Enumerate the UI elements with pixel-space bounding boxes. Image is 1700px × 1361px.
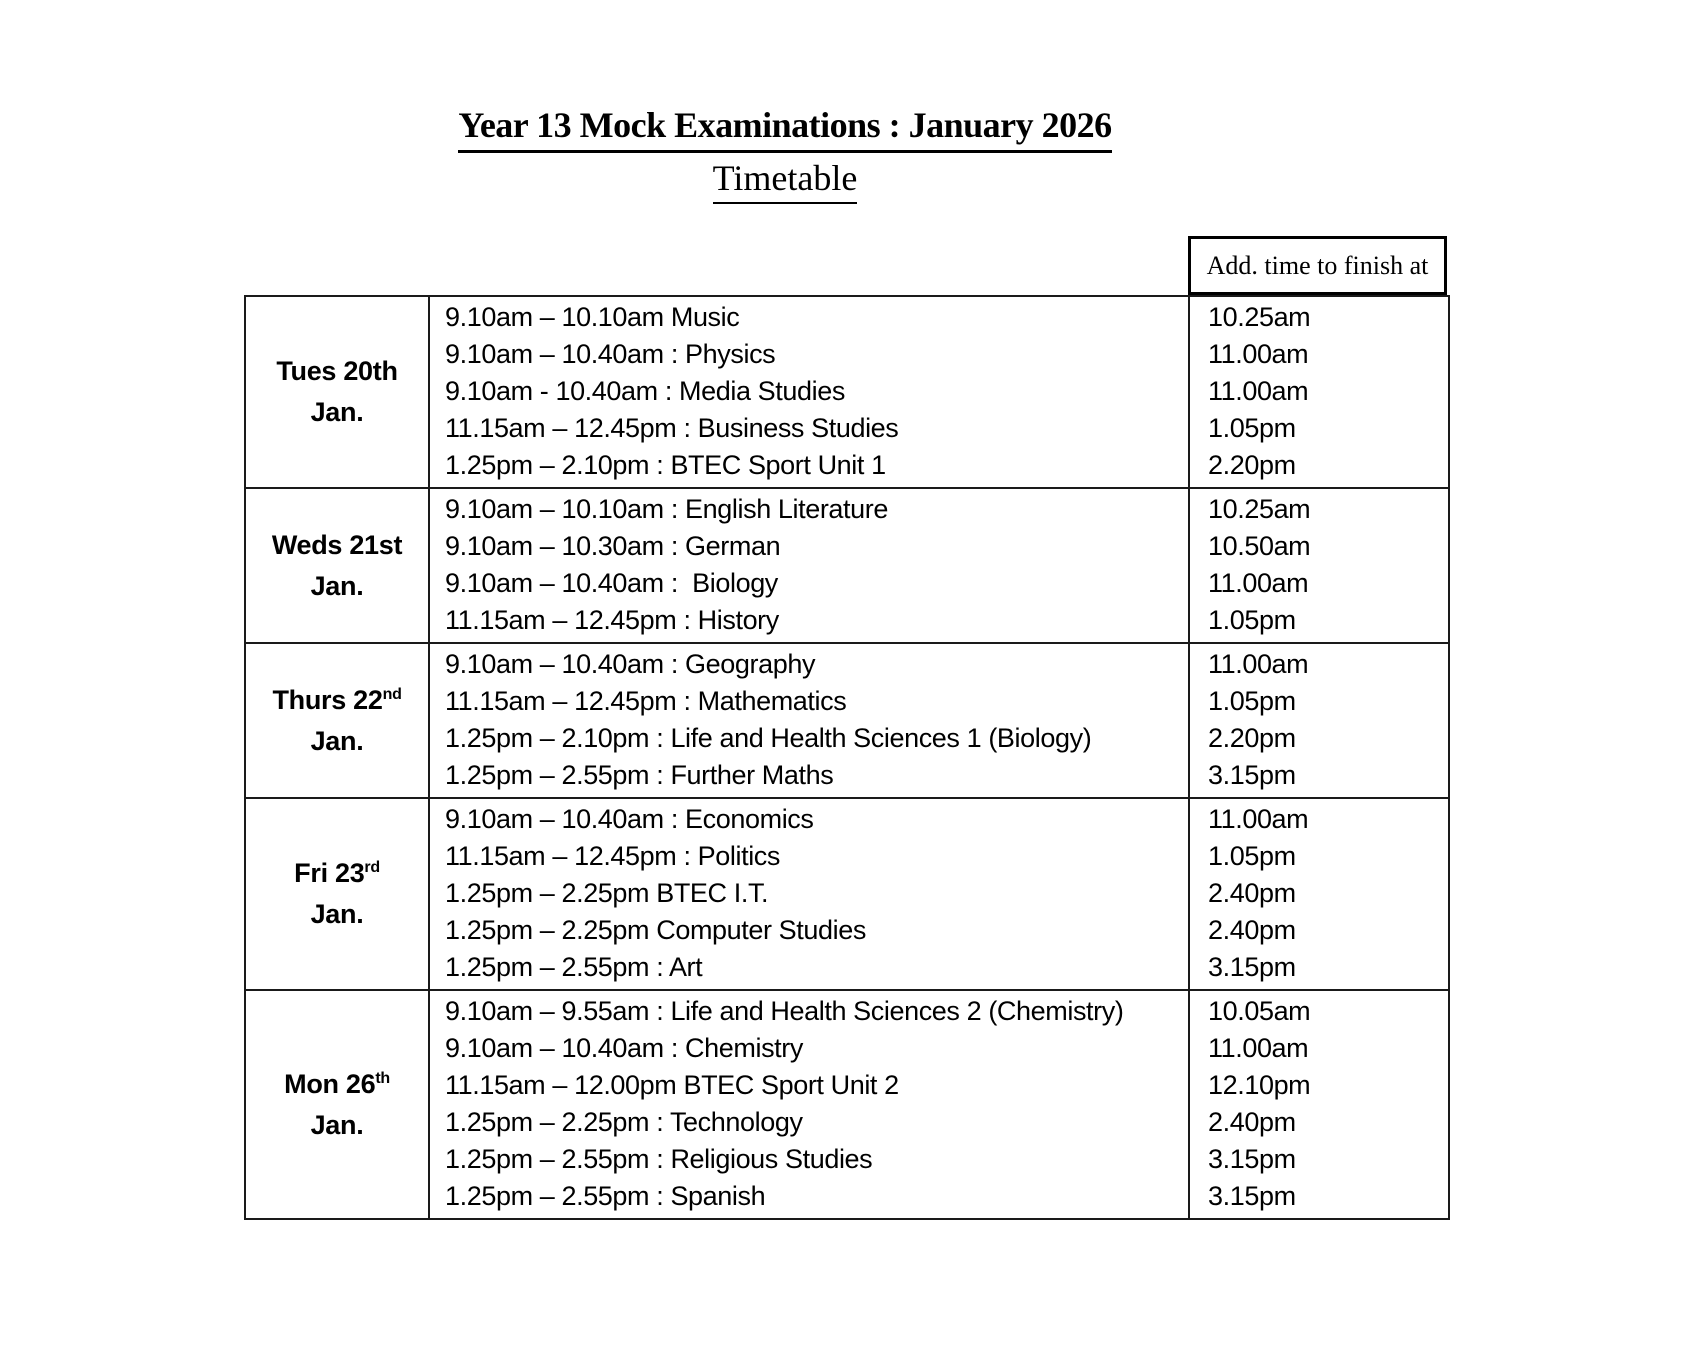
session-entry: 1.25pm – 2.10pm : BTEC Sport Unit 1 (445, 450, 886, 480)
table-row-weds-21: Weds 21st Jan. 9.10am – 10.10am : Englis… (244, 487, 1450, 644)
table-row-thurs-22: Thurs 22nd Jan. 9.10am – 10.40am : Geogr… (244, 642, 1450, 799)
page-subtitle-text: Timetable (712, 155, 858, 204)
finish-time: 11.00am (1208, 339, 1309, 369)
finish-time: 1.05pm (1208, 841, 1296, 871)
table-row-tues-20: Tues 20th Jan. 9.10am – 10.10am Music 9.… (244, 295, 1450, 489)
finish-time: 2.20pm (1208, 450, 1296, 480)
finish-time: 11.00am (1208, 376, 1309, 406)
sessions-cell: 9.10am – 10.40am : Geography 11.15am – 1… (428, 642, 1190, 799)
session-entry: 9.10am – 10.10am Music (445, 302, 740, 332)
session-entry: 9.10am – 10.40am : Physics (445, 339, 776, 369)
finish-time: 10.25am (1208, 302, 1311, 332)
finish-time: 11.00am (1208, 1033, 1309, 1063)
session-entry: 1.25pm – 2.25pm Computer Studies (445, 915, 866, 945)
session-entry: 11.15am – 12.45pm : Mathematics (445, 686, 847, 716)
finish-time: 12.10pm (1208, 1070, 1311, 1100)
heading-block: Year 13 Mock Examinations : January 2026… (0, 102, 1570, 204)
finish-time: 11.00am (1208, 804, 1309, 834)
session-entry: 1.25pm – 2.10pm : Life and Health Scienc… (445, 723, 1092, 753)
finish-time: 2.20pm (1208, 723, 1296, 753)
session-entry: 9.10am – 10.30am : German (445, 531, 781, 561)
session-entry: 11.15am – 12.45pm : History (445, 605, 779, 635)
table-row-mon-26: Mon 26th Jan. 9.10am – 9.55am : Life and… (244, 989, 1450, 1220)
session-entry: 9.10am - 10.40am : Media Studies (445, 376, 845, 406)
session-entry: 9.10am – 10.40am : Chemistry (445, 1033, 803, 1063)
sessions-cell: 9.10am – 10.10am : English Literature 9.… (428, 487, 1190, 644)
finish-time: 1.05pm (1208, 686, 1296, 716)
finish-time: 11.00am (1208, 568, 1309, 598)
finish-times-cell: 10.25am 11.00am 11.00am 1.05pm 2.20pm (1188, 295, 1450, 489)
session-entry: 1.25pm – 2.25pm : Technology (445, 1107, 803, 1137)
day-month-label: Jan. (310, 899, 364, 929)
page-subtitle: Timetable (0, 155, 1570, 204)
day-month-label: Jan. (310, 397, 364, 427)
finish-time: 10.05am (1208, 996, 1311, 1026)
session-entry: 9.10am – 10.10am : English Literature (445, 494, 888, 524)
session-entry: 11.15am – 12.45pm : Business Studies (445, 413, 899, 443)
session-entry: 1.25pm – 2.25pm BTEC I.T. (445, 878, 769, 908)
page-title-text: Year 13 Mock Examinations : January 2026 (458, 102, 1112, 153)
timetable: Tues 20th Jan. 9.10am – 10.10am Music 9.… (244, 295, 1450, 1220)
day-label: Weds 21st (246, 527, 428, 568)
day-month-label: Jan. (310, 725, 364, 756)
session-entry: 9.10am – 10.40am : Economics (445, 804, 814, 834)
finish-time: 11.00am (1208, 649, 1309, 679)
finish-time: 3.15pm (1208, 1144, 1296, 1174)
day-label: Tues 20th (246, 353, 428, 394)
finish-times-cell: 10.05am 11.00am 12.10pm 2.40pm 3.15pm 3.… (1188, 989, 1450, 1220)
day-label: Fri 23rd (246, 855, 428, 896)
day-month-label: Jan. (310, 1109, 364, 1140)
finish-time: 10.50am (1208, 531, 1311, 561)
sessions-cell: 9.10am – 10.40am : Economics 11.15am – 1… (428, 797, 1190, 991)
finish-times-cell: 11.00am 1.05pm 2.40pm 2.40pm 3.15pm (1188, 797, 1450, 991)
day-month-label: Jan. (310, 570, 364, 601)
session-entry: 11.15am – 12.45pm : Politics (445, 841, 780, 871)
day-cell: Tues 20th Jan. (244, 295, 430, 489)
day-text: Tues 20th (276, 356, 398, 386)
table-row-fri-23: Fri 23rd Jan. 9.10am – 10.40am : Economi… (244, 797, 1450, 991)
session-entry: 1.25pm – 2.55pm : Art (445, 952, 703, 982)
day-text: Fri 23 (294, 858, 365, 888)
day-label: Mon 26th (246, 1066, 428, 1107)
session-entry: 1.25pm – 2.55pm : Religious Studies (445, 1144, 873, 1174)
finish-times-cell: 10.25am 10.50am 11.00am 1.05pm (1188, 487, 1450, 644)
finish-time: 2.40pm (1208, 1107, 1296, 1137)
finish-time: 1.05pm (1208, 413, 1296, 443)
add-time-header-box: Add. time to finish at (1188, 236, 1447, 295)
session-entry: 1.25pm – 2.55pm : Further Maths (445, 760, 834, 790)
day-label: Thurs 22nd (246, 682, 428, 723)
finish-time: 10.25am (1208, 494, 1311, 524)
session-entry: 11.15am – 12.00pm BTEC Sport Unit 2 (445, 1070, 899, 1100)
day-ordinal-superscript: nd (382, 685, 402, 703)
day-cell: Mon 26th Jan. (244, 989, 430, 1220)
finish-time: 1.05pm (1208, 605, 1296, 635)
session-entry: 9.10am – 10.40am : Biology (445, 568, 778, 598)
sessions-cell: 9.10am – 10.10am Music 9.10am – 10.40am … (428, 295, 1190, 489)
finish-time: 3.15pm (1208, 952, 1296, 982)
session-entry: 9.10am – 10.40am : Geography (445, 649, 816, 679)
day-cell: Thurs 22nd Jan. (244, 642, 430, 799)
page-title: Year 13 Mock Examinations : January 2026 (0, 102, 1570, 153)
finish-times-cell: 11.00am 1.05pm 2.20pm 3.15pm (1188, 642, 1450, 799)
day-text: Weds 21st (271, 529, 403, 560)
day-ordinal-superscript: th (375, 1069, 390, 1087)
day-text: Mon 26 (284, 1068, 376, 1099)
day-text: Thurs 22 (272, 684, 383, 715)
finish-time: 2.40pm (1208, 878, 1296, 908)
day-cell: Weds 21st Jan. (244, 487, 430, 644)
sessions-cell: 9.10am – 9.55am : Life and Health Scienc… (428, 989, 1190, 1220)
session-entry: 9.10am – 9.55am : Life and Health Scienc… (445, 996, 1124, 1026)
day-cell: Fri 23rd Jan. (244, 797, 430, 991)
finish-time: 3.15pm (1208, 760, 1296, 790)
finish-time: 2.40pm (1208, 915, 1296, 945)
day-ordinal-superscript: rd (364, 859, 380, 876)
session-entry: 1.25pm – 2.55pm : Spanish (445, 1181, 766, 1211)
finish-time: 3.15pm (1208, 1181, 1296, 1211)
add-time-header-label: Add. time to finish at (1206, 250, 1429, 280)
